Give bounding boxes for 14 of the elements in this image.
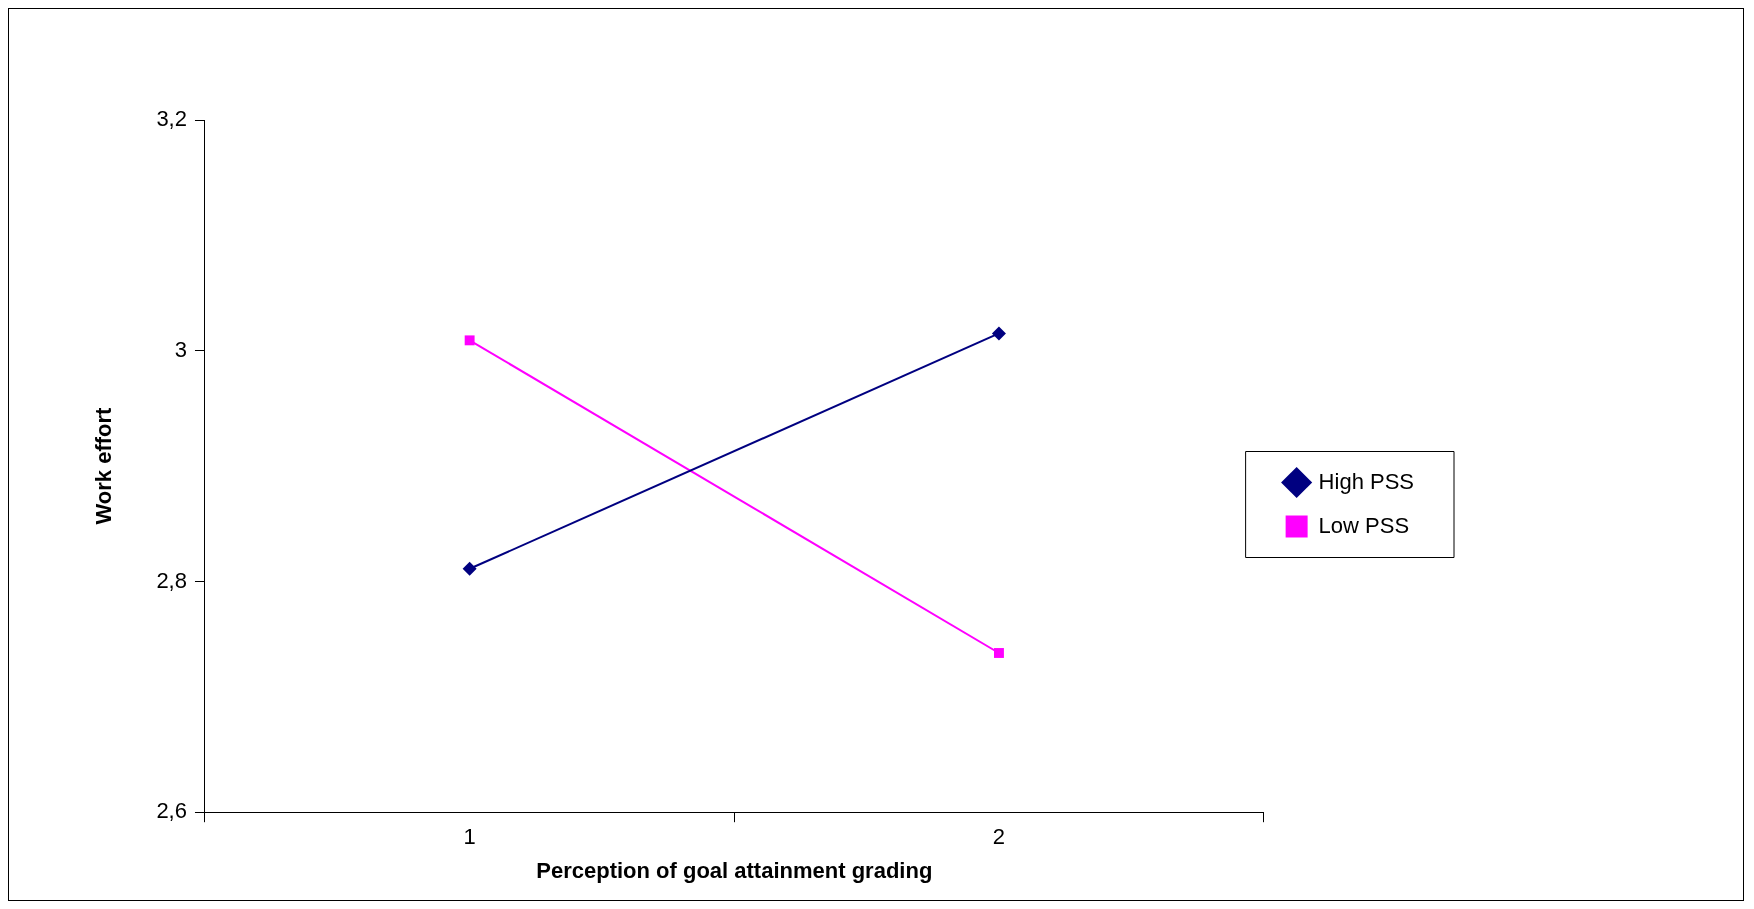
y-axis-title: Work effort: [91, 406, 117, 525]
y-tick-label: 2,6: [156, 798, 187, 824]
point: [464, 335, 475, 346]
x-tick-label: 1: [463, 824, 476, 850]
x-tick-label: 2: [992, 824, 1006, 850]
x-axis-title: Perception of goal attainment grading: [536, 857, 933, 883]
y-tick-label: 2,8: [156, 567, 187, 593]
point: [994, 648, 1004, 658]
y-tick-label: 3: [174, 336, 187, 362]
point: [991, 326, 1006, 341]
legend-label: Low PSS: [1318, 512, 1410, 538]
legend-label: High PSS: [1318, 468, 1415, 494]
y-tick-label: 3,2: [156, 106, 187, 132]
point: [462, 561, 477, 576]
